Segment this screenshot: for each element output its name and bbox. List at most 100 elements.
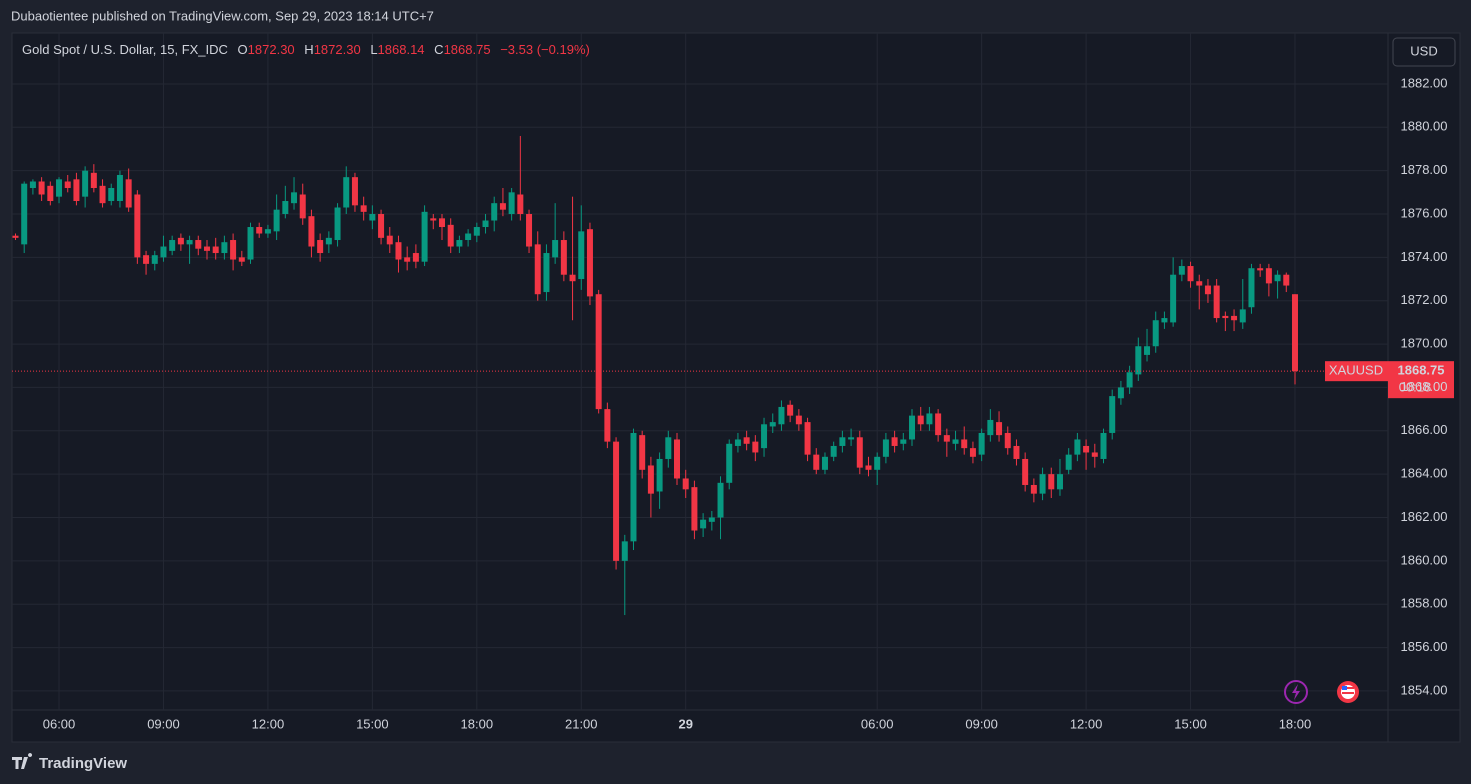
- candle-body: [943, 435, 950, 442]
- candle-body: [821, 456, 828, 470]
- candle-body: [987, 419, 994, 436]
- candle-body: [882, 439, 889, 457]
- y-tick-label: 1872.00: [1401, 292, 1448, 307]
- candle-body: [412, 253, 419, 262]
- y-tick-label: 1878.00: [1401, 162, 1448, 177]
- candle-body: [99, 185, 106, 204]
- candle-body: [717, 482, 724, 518]
- candle-body: [134, 194, 141, 258]
- candle-body: [761, 424, 768, 449]
- x-tick-label: 09:00: [965, 716, 998, 731]
- legend: Gold Spot / U.S. Dollar, 15, FX_IDC O187…: [22, 42, 590, 57]
- candle-body: [499, 203, 506, 210]
- candle-body: [839, 437, 846, 446]
- symbol-tag-bg: [1325, 361, 1388, 382]
- candle-body: [29, 181, 36, 188]
- candle-body: [900, 439, 907, 444]
- candle-body: [560, 240, 567, 275]
- candle-body: [1091, 452, 1098, 457]
- candle-body: [343, 177, 350, 208]
- candle-body: [926, 413, 933, 425]
- candle-body: [969, 448, 976, 457]
- x-tick-label: 06:00: [43, 716, 76, 731]
- candle-body: [1213, 285, 1220, 319]
- candle-body: [621, 541, 628, 561]
- candle-body: [21, 183, 28, 245]
- candle-body: [743, 437, 750, 444]
- candle-body: [769, 422, 776, 427]
- x-tick-label: 21:00: [565, 716, 598, 731]
- candle-body: [569, 274, 576, 282]
- candle-body: [1065, 454, 1072, 470]
- candle-body: [473, 227, 480, 236]
- candle-body: [891, 437, 898, 446]
- candle-body: [1231, 315, 1238, 321]
- candle-body: [1170, 274, 1177, 323]
- candle-body: [1161, 318, 1168, 323]
- candle-body: [456, 240, 463, 247]
- candle-body: [212, 246, 219, 254]
- candle-body: [308, 216, 315, 247]
- currency[interactable]: USD: [1410, 43, 1437, 58]
- candle-body: [1265, 268, 1272, 284]
- candle-body: [813, 454, 820, 470]
- candle-body: [830, 445, 837, 457]
- candle-body: [674, 439, 681, 479]
- candle-body: [1178, 266, 1185, 275]
- candle-body: [700, 519, 707, 529]
- candle-body: [1196, 281, 1203, 286]
- candle-body: [256, 227, 263, 234]
- candle-body: [552, 240, 559, 258]
- flag-stripe: [1342, 692, 1354, 694]
- candle-body: [203, 246, 210, 251]
- candle-body: [1187, 266, 1194, 282]
- candle-body: [708, 517, 715, 522]
- candle-body: [630, 432, 637, 542]
- candle-body: [778, 406, 785, 425]
- change-pct: (−0.19%): [537, 42, 590, 57]
- candle-body: [325, 237, 332, 245]
- candle-body: [578, 231, 585, 280]
- grid: [12, 33, 1388, 710]
- y-tick-label: 1856.00: [1401, 639, 1448, 654]
- candle-body: [1100, 432, 1107, 459]
- y-tick-label: 1854.00: [1401, 682, 1448, 697]
- candle-body: [421, 211, 428, 262]
- currency-button[interactable]: [1392, 37, 1456, 67]
- y-tick-label: 1864.00: [1401, 466, 1448, 481]
- candle-body: [369, 214, 376, 221]
- candle-body: [73, 179, 80, 202]
- x-tick-label: 29: [678, 716, 692, 731]
- candle-body: [108, 187, 115, 202]
- candle-body: [1274, 274, 1281, 282]
- candle-body: [682, 478, 689, 490]
- countdown: 00:18: [1399, 380, 1432, 395]
- candle-body: [787, 404, 794, 416]
- lightning: [1292, 684, 1300, 700]
- candle-body: [604, 409, 611, 442]
- footer: TradingView: [39, 755, 127, 772]
- candle-body: [1222, 315, 1229, 319]
- candle-body: [116, 174, 123, 202]
- candle-body: [534, 244, 541, 295]
- y-tick-label: 1858.00: [1401, 596, 1448, 611]
- events-icon[interactable]: [1284, 680, 1308, 704]
- candle-body: [90, 172, 97, 188]
- candle-body: [1283, 274, 1290, 286]
- candle-body: [639, 435, 646, 470]
- change: −3.53: [500, 42, 533, 57]
- candle-body: [291, 192, 298, 204]
- candle-body: [221, 242, 228, 254]
- candle-body: [160, 246, 167, 258]
- candle-body: [82, 170, 89, 197]
- y-tick-label: 1868.00: [1401, 379, 1448, 394]
- x-tick-label: 15:00: [1174, 716, 1207, 731]
- candle-body: [1144, 346, 1151, 355]
- candle-body: [1074, 439, 1081, 455]
- flag-canton: [1342, 686, 1347, 690]
- header: Dubaotientee published on TradingView.co…: [11, 8, 434, 23]
- y-tick-label: 1860.00: [1401, 552, 1448, 567]
- candle-body: [1030, 484, 1037, 494]
